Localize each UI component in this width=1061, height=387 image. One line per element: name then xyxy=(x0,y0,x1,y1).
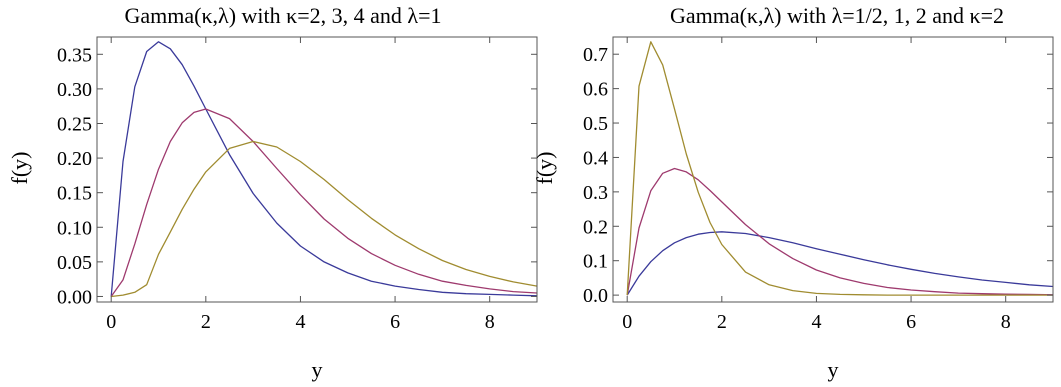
chart-right-ytick-label: 0.5 xyxy=(583,113,608,135)
chart-left-xlabel: y xyxy=(312,357,323,382)
chart-right-plot-frame xyxy=(612,36,1054,303)
chart-left-ytick-label: 0.35 xyxy=(57,44,92,66)
chart-left-series-line-3 xyxy=(111,140,538,298)
chart-right-xlabel: y xyxy=(828,357,839,382)
chart-left-xtick-label: 6 xyxy=(390,311,400,333)
chart-right-series-line-3 xyxy=(626,41,1053,296)
chart-right-title: Gamma(κ,λ) with λ=1/2, 1, 2 and κ=2 xyxy=(670,3,1004,28)
chart-left-ytick-label: 0.15 xyxy=(57,183,92,205)
chart-left-series-line-1 xyxy=(110,41,538,297)
chart-left-xtick-label: 4 xyxy=(295,311,305,333)
chart-right-xtick-label: 8 xyxy=(1001,311,1011,333)
chart-right-ytick-label: 0.4 xyxy=(583,147,608,169)
chart-left-xtick-label: 8 xyxy=(485,311,495,333)
chart-right-series-line-2 xyxy=(626,167,1054,296)
chart-right-ytick-label: 0.3 xyxy=(583,182,608,204)
chart-left-xtick-label: 0 xyxy=(106,311,116,333)
chart-right: Gamma(κ,λ) with λ=1/2, 1, 2 and κ=2 y f(… xyxy=(532,3,1054,382)
chart-left-ytick-label: 0.20 xyxy=(57,148,92,170)
chart-left-plot-frame xyxy=(96,36,538,303)
chart-right-ytick-label: 0.1 xyxy=(583,251,608,273)
chart-right-ytick-label: 0.7 xyxy=(583,44,608,66)
chart-right-series-line-1 xyxy=(626,231,1054,296)
chart-left: Gamma(κ,λ) with κ=2, 3, 4 and λ=1 y f(y)… xyxy=(7,3,538,382)
chart-left-ytick-label: 0.05 xyxy=(57,252,92,274)
chart-right-ylabel: f(y) xyxy=(532,152,557,185)
chart-left-ytick-label: 0.25 xyxy=(57,113,92,135)
chart-left-ytick-label: 0.10 xyxy=(57,217,92,239)
chart-right-xtick-label: 4 xyxy=(811,311,821,333)
chart-left-ytick-label: 0.30 xyxy=(57,79,92,101)
chart-left-series-line-2 xyxy=(110,108,538,297)
chart-left-title: Gamma(κ,λ) with κ=2, 3, 4 and λ=1 xyxy=(125,3,442,28)
chart-right-xtick-label: 0 xyxy=(622,311,632,333)
chart-right-ytick-label: 0.0 xyxy=(583,285,608,307)
chart-right-ytick-label: 0.6 xyxy=(583,79,608,101)
chart-left-ytick-label: 0.00 xyxy=(57,286,92,308)
chart-right-xtick-label: 2 xyxy=(717,311,727,333)
chart-right-xtick-label: 6 xyxy=(906,311,916,333)
chart-left-xtick-label: 2 xyxy=(201,311,211,333)
chart-right-ytick-label: 0.2 xyxy=(583,216,608,238)
chart-left-ylabel: f(y) xyxy=(7,152,32,185)
